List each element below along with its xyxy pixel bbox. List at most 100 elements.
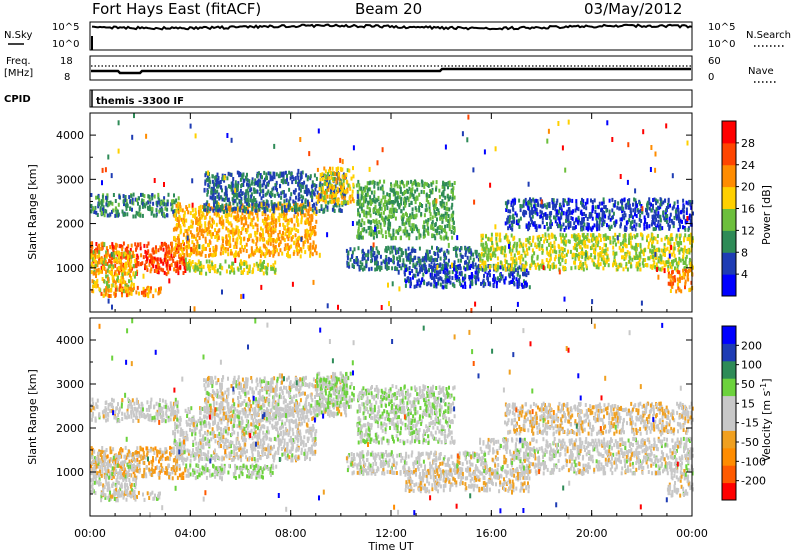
power-echo-cell — [199, 225, 201, 229]
power-echo-cell — [207, 232, 209, 236]
power-echo-cell — [141, 291, 143, 295]
power-echo-cell — [653, 246, 655, 250]
power-echo-cell — [211, 253, 213, 257]
power-echo-cell — [505, 276, 507, 280]
power-echo-cell — [177, 236, 179, 240]
power-echo-cell — [248, 268, 250, 272]
power-echo-cell — [460, 272, 462, 276]
power-echo-cell — [90, 253, 92, 257]
power-echo-cell — [431, 183, 433, 187]
power-echo-cell — [418, 209, 420, 213]
power-echo-cell — [613, 212, 615, 216]
power-echo-cell — [551, 244, 553, 248]
power-echo-cell — [441, 192, 443, 196]
power-echo-cell — [278, 216, 280, 220]
power-echo-cell — [119, 244, 121, 248]
power-echo-cell — [680, 241, 682, 245]
power-echo-cell — [255, 190, 257, 194]
power-echo-cell — [636, 223, 638, 227]
power-echo-cell — [411, 269, 413, 273]
power-echo-cell — [178, 241, 180, 245]
power-echo-cell — [144, 250, 146, 254]
power-echo-cell — [204, 205, 206, 209]
power-echo-cell — [484, 247, 486, 251]
power-echo-cell — [388, 201, 390, 205]
power-echo-cell — [405, 280, 407, 284]
power-echo-cell — [208, 254, 210, 258]
power-echo-cell — [314, 206, 316, 210]
power-echo-cell — [418, 236, 420, 240]
power-echo-cell — [381, 262, 383, 266]
power-echo-cell — [461, 246, 463, 250]
power-echo-cell — [290, 245, 292, 249]
power-echo-cell — [131, 255, 133, 259]
power-echo-cell — [433, 276, 435, 280]
power-echo-cell — [567, 250, 569, 254]
power-echo-cell — [253, 187, 255, 191]
power-echo-cell — [452, 197, 454, 201]
power-echo-cell — [121, 262, 123, 266]
power-echo-cell — [101, 292, 103, 296]
power-echo-cell — [133, 193, 135, 197]
power-echo-cell — [140, 246, 142, 250]
power-echo-cell — [447, 278, 449, 282]
power-echo-cell — [130, 194, 132, 198]
power-echo-cell — [434, 210, 436, 214]
power-echo-cell — [105, 196, 107, 200]
power-echo-cell — [97, 195, 99, 199]
power-echo-cell — [160, 247, 162, 251]
power-echo-cell — [239, 248, 241, 252]
power-echo-cell — [115, 206, 117, 210]
power-echo-cell — [351, 194, 353, 198]
power-echo-cell — [261, 196, 263, 200]
power-echo-cell — [133, 264, 135, 268]
power-echo-cell — [230, 173, 232, 177]
power-echo-cell — [178, 215, 180, 219]
power-echo-cell — [263, 180, 265, 184]
power-echo-cell — [335, 192, 337, 196]
power-echo-cell — [673, 242, 675, 246]
power-echo-cell — [341, 196, 343, 200]
power-echo-cell — [254, 231, 256, 235]
power-echo-cell — [240, 241, 242, 245]
power-echo-cell — [160, 287, 162, 291]
power-echo-cell — [376, 198, 378, 202]
power-echo-cell — [483, 274, 485, 278]
power-echo-cell — [564, 254, 566, 258]
cpid-panel: CPID themis -3300 IF — [4, 90, 692, 107]
power-echo-cell — [178, 210, 180, 214]
power-echo-cell — [306, 209, 308, 213]
power-echo-cell — [316, 210, 318, 214]
power-echo-cell — [495, 237, 497, 241]
power-echo-cell — [257, 248, 259, 252]
power-echo-cell — [102, 195, 104, 199]
power-echo-cell — [368, 232, 370, 236]
power-echo-cell — [355, 258, 357, 262]
power-echo-cell — [363, 199, 365, 203]
power-echo-cell — [357, 200, 359, 204]
power-echo-cell — [212, 196, 214, 200]
power-echo-cell — [95, 274, 97, 278]
power-echo-cell — [506, 205, 508, 209]
power-echo-cell — [680, 247, 682, 251]
power-echo-cell — [393, 188, 395, 192]
power-echo-cell — [569, 240, 571, 244]
power-echo-cell — [105, 270, 107, 274]
power-echo-cell — [532, 261, 534, 265]
power-echo-cell — [548, 235, 550, 239]
power-echo-cell — [176, 204, 178, 208]
power-echo-cell — [464, 247, 466, 251]
power-echo-cell — [90, 193, 92, 197]
power-echo-cell — [102, 207, 104, 211]
power-echo-cell — [522, 258, 524, 262]
power-echo-cell — [273, 186, 275, 190]
power-echo-cell — [300, 177, 302, 181]
power-echo-cell — [209, 216, 211, 220]
power-echo-cell — [558, 244, 560, 248]
power-echo-cell — [583, 236, 585, 240]
power-echo-cell — [416, 227, 418, 231]
power-echo-cell — [300, 220, 302, 224]
power-echo-cell — [184, 245, 186, 249]
power-echo-cell — [520, 217, 522, 221]
power-echo-cell — [409, 271, 411, 275]
